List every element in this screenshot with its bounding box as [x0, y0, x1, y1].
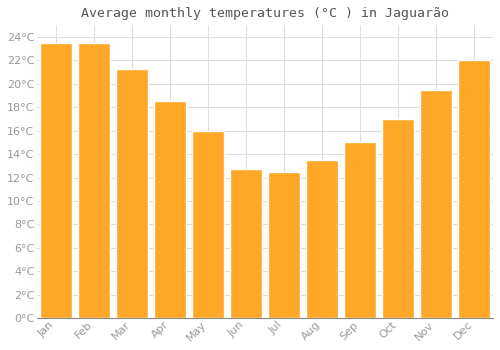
Bar [154, 102, 186, 318]
Bar [192, 131, 224, 318]
Title: Average monthly temperatures (°C ) in Jaguarão: Average monthly temperatures (°C ) in Ja… [81, 7, 449, 20]
Bar [344, 142, 376, 318]
Bar [230, 169, 262, 318]
Bar [420, 90, 452, 318]
Bar [40, 43, 72, 318]
Bar [116, 69, 148, 318]
Bar [458, 61, 490, 318]
Bar [306, 160, 338, 318]
Bar [268, 172, 300, 318]
Bar [78, 43, 110, 318]
Bar [382, 119, 414, 318]
